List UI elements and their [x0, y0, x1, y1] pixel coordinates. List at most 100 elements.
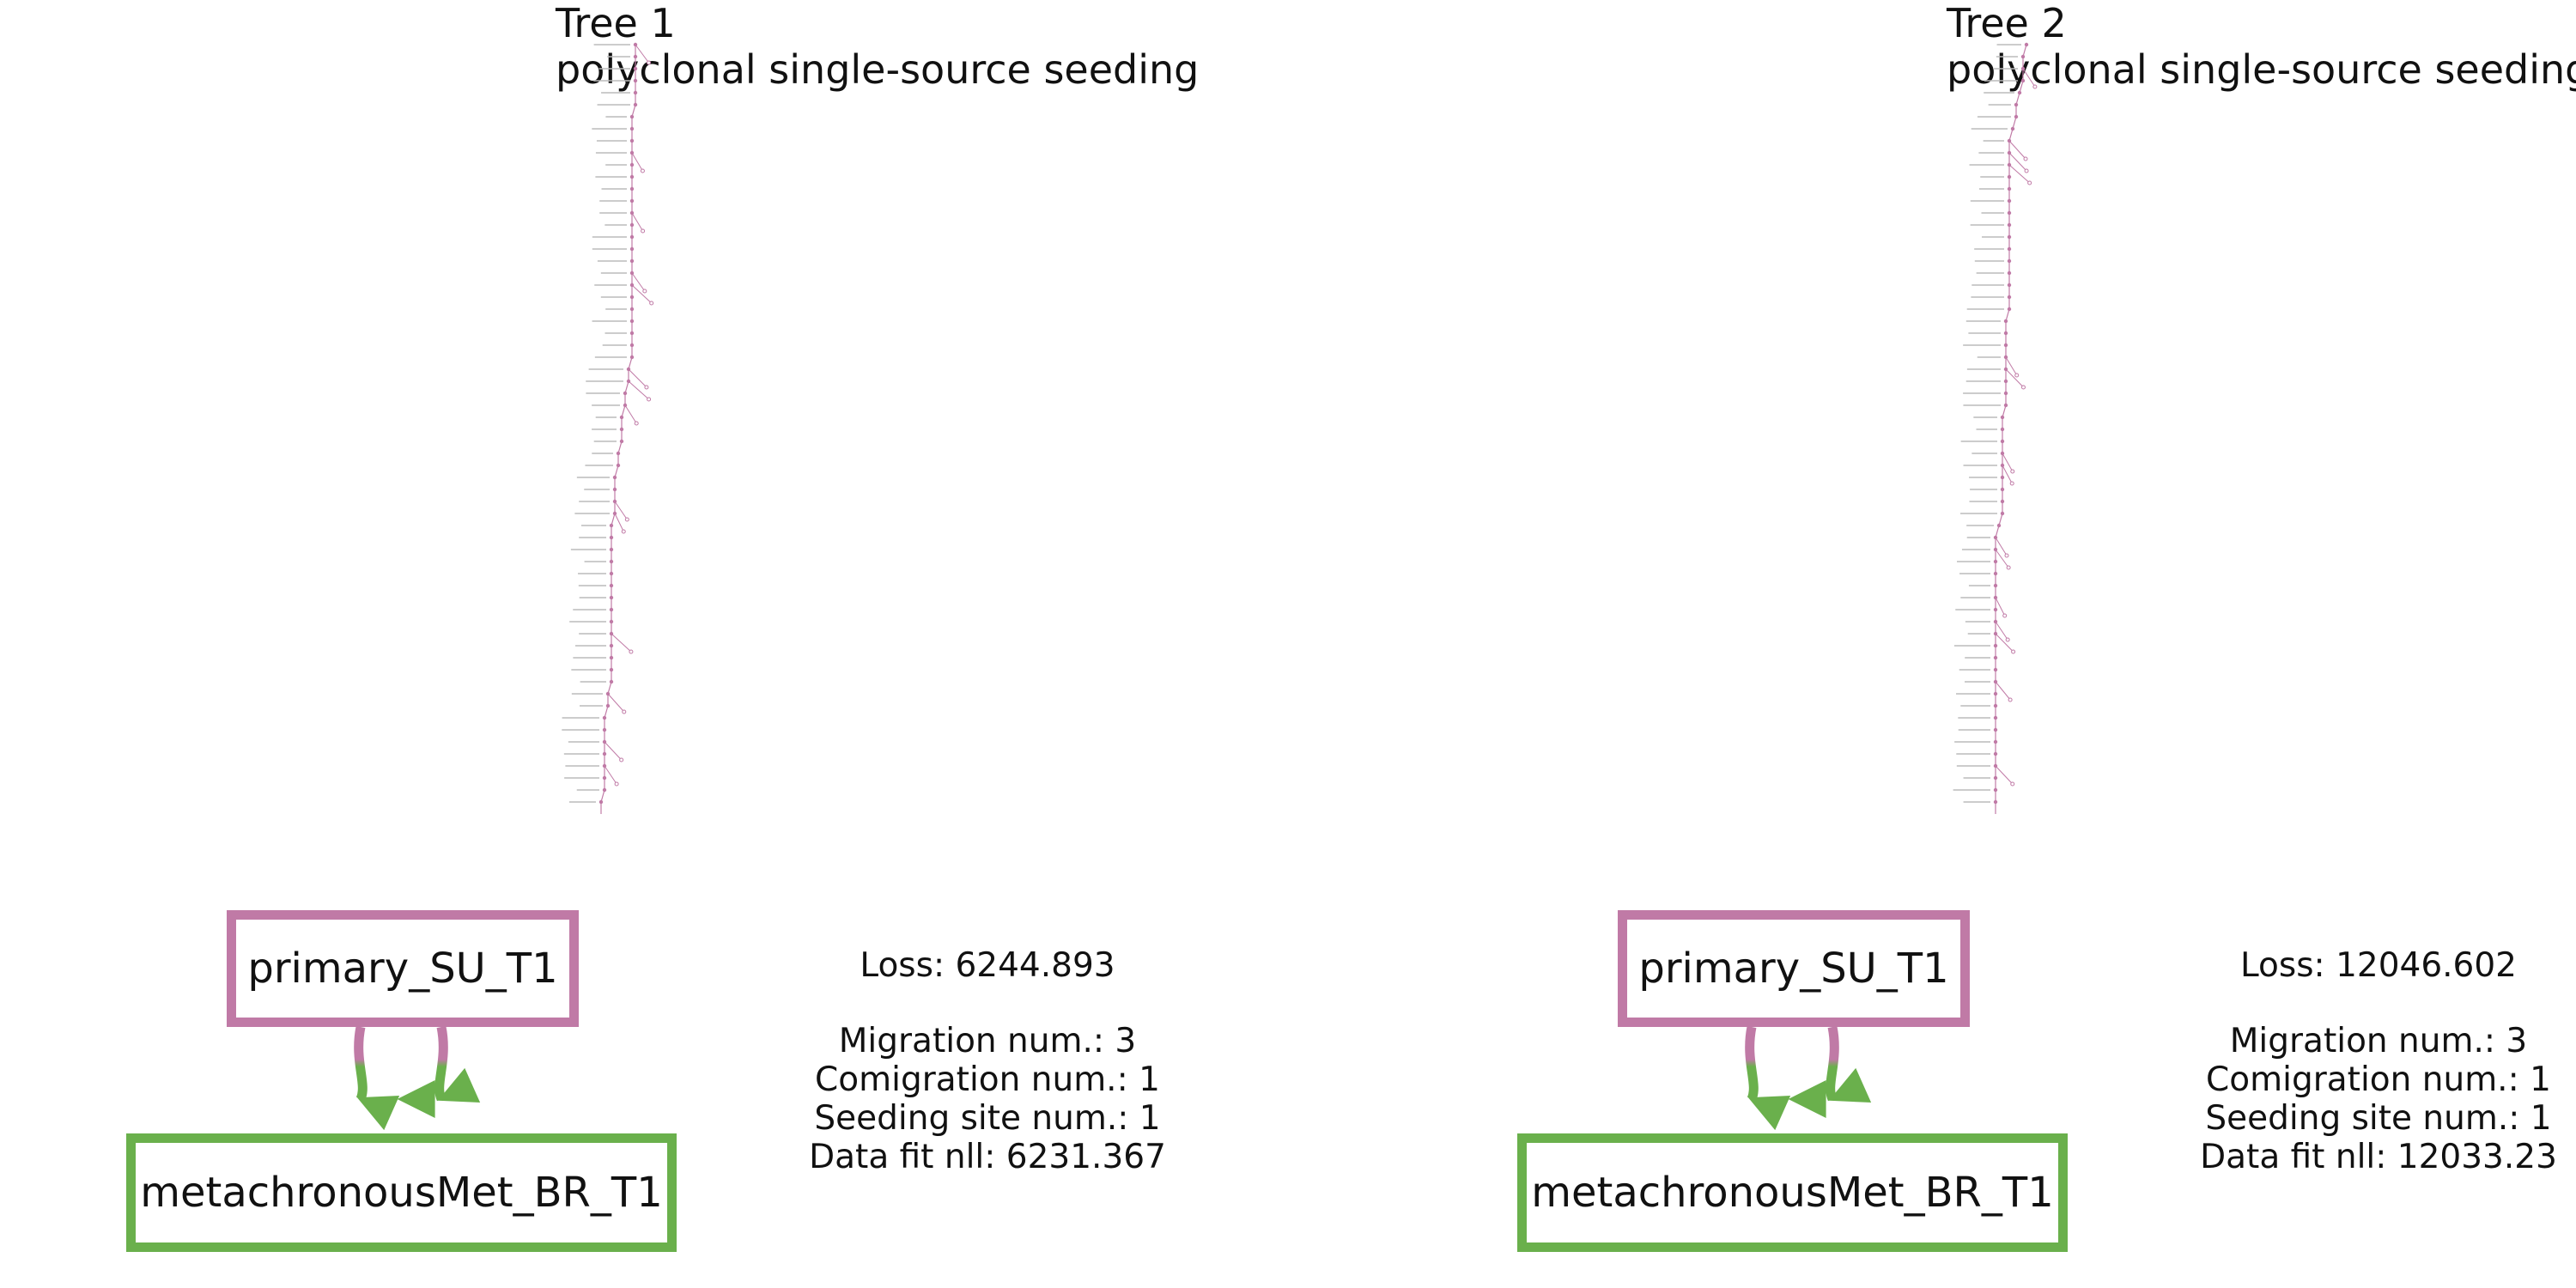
clone-node [649, 301, 654, 306]
tree-edge [607, 681, 612, 695]
clone-node [1993, 559, 1998, 564]
tree-edge [624, 380, 629, 394]
tree-edge [631, 272, 646, 292]
clone-node [619, 415, 624, 420]
clone-node [598, 799, 604, 805]
clone-node [629, 343, 635, 348]
tree-edges [562, 42, 654, 814]
clone-node [605, 703, 611, 708]
clone-tree [1953, 42, 2038, 814]
clone-node [629, 198, 635, 204]
tree-edge [604, 741, 623, 761]
clone-node [2020, 54, 2026, 59]
clone-node [1993, 727, 1998, 732]
tree-edge [2019, 80, 2024, 94]
clone-node [2024, 168, 2029, 173]
data-fit-nll: Data fit nll: 6231.367 [809, 1138, 1166, 1176]
clone-node [2007, 210, 2012, 216]
clone-node [647, 397, 652, 402]
clone-node [2020, 385, 2026, 390]
migration-edge [434, 1025, 481, 1103]
tree-edge [2002, 453, 2014, 472]
migration-count: Migration num.: 3 [2229, 1022, 2528, 1060]
clone-node [2000, 427, 2005, 432]
tree-edge [611, 633, 632, 653]
clone-node [2024, 42, 2029, 47]
tree-edge [621, 404, 626, 418]
tree-edge [2002, 465, 2013, 484]
clone-node [629, 319, 635, 324]
clone-node [609, 547, 614, 552]
loss-value: Loss: 6244.893 [860, 946, 1115, 985]
clone-node [1993, 643, 1998, 648]
tree-edge [2005, 308, 2010, 322]
clone-node [1993, 655, 1998, 660]
tree-edge [1995, 525, 2000, 538]
tree-edge [635, 44, 649, 64]
clone-node [619, 757, 624, 762]
clone-node [2017, 90, 2022, 95]
clone-node [609, 655, 614, 660]
clone-node [633, 54, 638, 59]
clone-node [629, 331, 635, 336]
tree-name: Tree 2 [1947, 0, 2067, 46]
metastasis-site-node: metachronousMet_BR_T1 [126, 1133, 677, 1252]
tree-edge [2022, 44, 2027, 58]
clone-node [609, 523, 614, 528]
tree-edge [2005, 368, 2024, 388]
clone-node [1993, 799, 1998, 805]
metastasis-site-node: metachronousMet_BR_T1 [1517, 1133, 2068, 1252]
clone-node [624, 517, 629, 522]
tree-title: Tree 1 polyclonal single-source seeding [556, 0, 1199, 93]
migration-edge [1745, 1025, 1791, 1131]
clone-node [647, 60, 652, 65]
tree-title: Tree 2 polyclonal single-source seeding [1947, 0, 2576, 93]
clone-node [609, 643, 614, 648]
clone-node [642, 289, 647, 294]
clone-node [2007, 270, 2012, 276]
clone-node [609, 583, 614, 588]
tree-edge [614, 513, 624, 532]
clone-node [1993, 703, 1998, 708]
tree-edge [631, 212, 644, 232]
tree-edge [604, 705, 609, 719]
comigration-count: Comigration num.: 1 [815, 1060, 1160, 1099]
clone-node [629, 258, 635, 264]
tree-edge [631, 104, 636, 118]
clone-node [2020, 78, 2026, 83]
tree-edge [2012, 116, 2017, 130]
clone-node [609, 571, 614, 576]
tree-edge [604, 765, 617, 785]
clone-node [616, 463, 621, 468]
clone-node [2010, 781, 2015, 787]
clone-node [2000, 487, 2005, 492]
clone-node [2000, 475, 2005, 480]
clone-node [609, 559, 614, 564]
clone-node [609, 679, 614, 684]
clone-node [629, 234, 635, 240]
clone-node [629, 295, 635, 300]
tree-edge [2008, 140, 2026, 160]
clone-node [629, 138, 635, 143]
clone-node [2014, 373, 2020, 378]
clone-node [2007, 234, 2012, 240]
tree-edge [628, 380, 649, 400]
clone-node [629, 174, 635, 179]
clone-node [629, 162, 635, 167]
tree-edge [1995, 633, 2014, 653]
seeding-pattern-label: polyclonal single-source seeding [1947, 46, 2576, 93]
clone-node [1993, 751, 1998, 756]
seeding-site-count: Seeding site num.: 1 [814, 1099, 1161, 1138]
clone-node [609, 595, 614, 600]
clone-node [629, 126, 635, 131]
tree-edge [611, 513, 616, 526]
clone-node [2000, 415, 2005, 420]
tree-edge [617, 440, 623, 454]
clone-node [641, 228, 646, 234]
clone-node [602, 775, 607, 781]
clone-node [1993, 715, 1998, 720]
clone-node [609, 607, 614, 612]
tree-edge [1995, 681, 2011, 701]
primary-site-node: primary_SU_T1 [1618, 910, 1970, 1027]
clone-node [634, 421, 639, 426]
